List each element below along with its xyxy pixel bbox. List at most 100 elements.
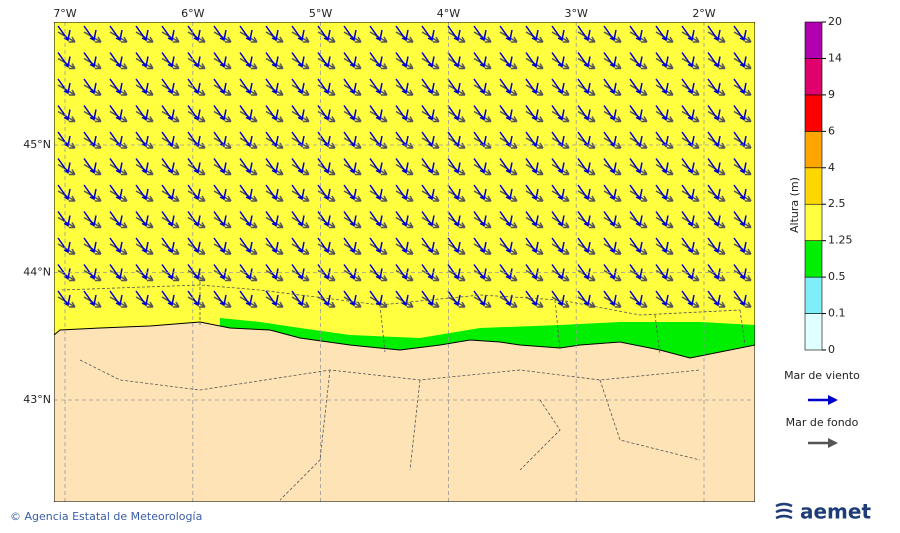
colorbar-segment: [804, 203, 823, 241]
wind-arrow: [525, 25, 539, 42]
wind-arrow: [447, 25, 461, 42]
lon-label: 5°W: [309, 7, 332, 20]
wind-arrow: [525, 184, 539, 201]
wind-arrow: [577, 52, 591, 69]
wind-arrow: [265, 264, 279, 281]
wind-arrow: [317, 264, 331, 281]
wind-arrow: [265, 211, 279, 228]
wind-arrow: [135, 52, 149, 69]
lat-label: 43°N: [23, 393, 51, 406]
wind-arrow: [603, 290, 617, 307]
wind-arrow: [707, 184, 721, 201]
wind-arrow: [265, 52, 279, 69]
wind-arrow: [343, 52, 357, 69]
wind-arrow: [681, 290, 695, 307]
wind-arrow: [161, 211, 175, 228]
wind-arrow: [161, 290, 175, 307]
wind-arrow: [83, 52, 97, 69]
wind-arrow: [551, 264, 565, 281]
wind-arrow: [239, 25, 253, 42]
colorbar-label: 14: [828, 51, 842, 64]
wind-arrow: [421, 237, 435, 254]
colorbar-segment: [804, 58, 823, 96]
wind-arrow: [369, 158, 383, 175]
colorbar-label: 6: [828, 124, 835, 137]
wind-arrow: [733, 264, 747, 281]
wind-arrow: [317, 237, 331, 254]
wind-arrow: [187, 105, 201, 122]
logo: aemet: [800, 500, 871, 524]
wind-arrow: [213, 52, 227, 69]
wind-arrow: [187, 211, 201, 228]
wind-arrow: [317, 290, 331, 307]
wind-arrow: [577, 264, 591, 281]
wind-arrow: [603, 158, 617, 175]
wind-arrow: [57, 105, 71, 122]
wind-arrow: [733, 211, 747, 228]
wind-arrow: [421, 25, 435, 42]
wind-arrow: [577, 25, 591, 42]
wind-arrow: [395, 184, 409, 201]
arrows: [57, 25, 752, 308]
wind-arrow: [655, 264, 669, 281]
wind-arrow: [291, 184, 305, 201]
wind-arrow: [421, 105, 435, 122]
wind-arrow: [291, 25, 305, 42]
wind-arrow: [161, 78, 175, 95]
wind-arrow: [369, 237, 383, 254]
wind-arrow: [135, 211, 149, 228]
wind-arrow: [707, 105, 721, 122]
wind-arrow: [343, 211, 357, 228]
wind-arrow: [551, 158, 565, 175]
wind-arrow: [187, 52, 201, 69]
wind-arrow: [317, 105, 331, 122]
lon-label: 4°W: [437, 7, 460, 20]
wind-arrow: [681, 52, 695, 69]
wind-arrow: [343, 158, 357, 175]
wind-arrow: [161, 184, 175, 201]
wind-arrow: [83, 211, 97, 228]
wind-arrow: [83, 237, 97, 254]
wind-arrow: [369, 52, 383, 69]
colorbar-label: 9: [828, 88, 835, 101]
lat-label: 45°N: [23, 138, 51, 151]
wind-arrow: [655, 184, 669, 201]
wind-arrow: [551, 237, 565, 254]
wind-arrow: [343, 264, 357, 281]
logo-icon: [775, 502, 793, 520]
wind-arrow: [343, 290, 357, 307]
wind-arrow: [707, 158, 721, 175]
wind-arrow: [83, 158, 97, 175]
wind-arrow: [655, 237, 669, 254]
borders: [61, 272, 746, 501]
map: [54, 22, 755, 502]
wind-arrow: [57, 78, 71, 95]
legend-arrowhead: [828, 438, 838, 448]
wind-arrow: [135, 264, 149, 281]
wind-arrow: [681, 237, 695, 254]
wind-arrow: [525, 158, 539, 175]
wind-arrow: [135, 237, 149, 254]
wind-arrow: [83, 25, 97, 42]
wind-arrow: [629, 105, 643, 122]
wind-arrow: [525, 237, 539, 254]
wind-arrow: [265, 25, 279, 42]
wind-arrow: [187, 237, 201, 254]
wind-arrow: [655, 78, 669, 95]
wind-arrow: [187, 290, 201, 307]
wind-arrow: [109, 237, 123, 254]
wind-arrow: [603, 211, 617, 228]
wind-arrow: [733, 105, 747, 122]
wind-arrow: [265, 237, 279, 254]
wind-arrow: [473, 184, 487, 201]
wind-arrow: [421, 211, 435, 228]
wind-arrow: [733, 290, 747, 307]
wind-arrow: [317, 158, 331, 175]
wind-arrow: [291, 105, 305, 122]
wind-arrow: [681, 184, 695, 201]
wind-arrow: [83, 78, 97, 95]
wind-arrow: [577, 237, 591, 254]
colorbar-label: 1.25: [828, 234, 853, 247]
wind-arrow: [525, 211, 539, 228]
